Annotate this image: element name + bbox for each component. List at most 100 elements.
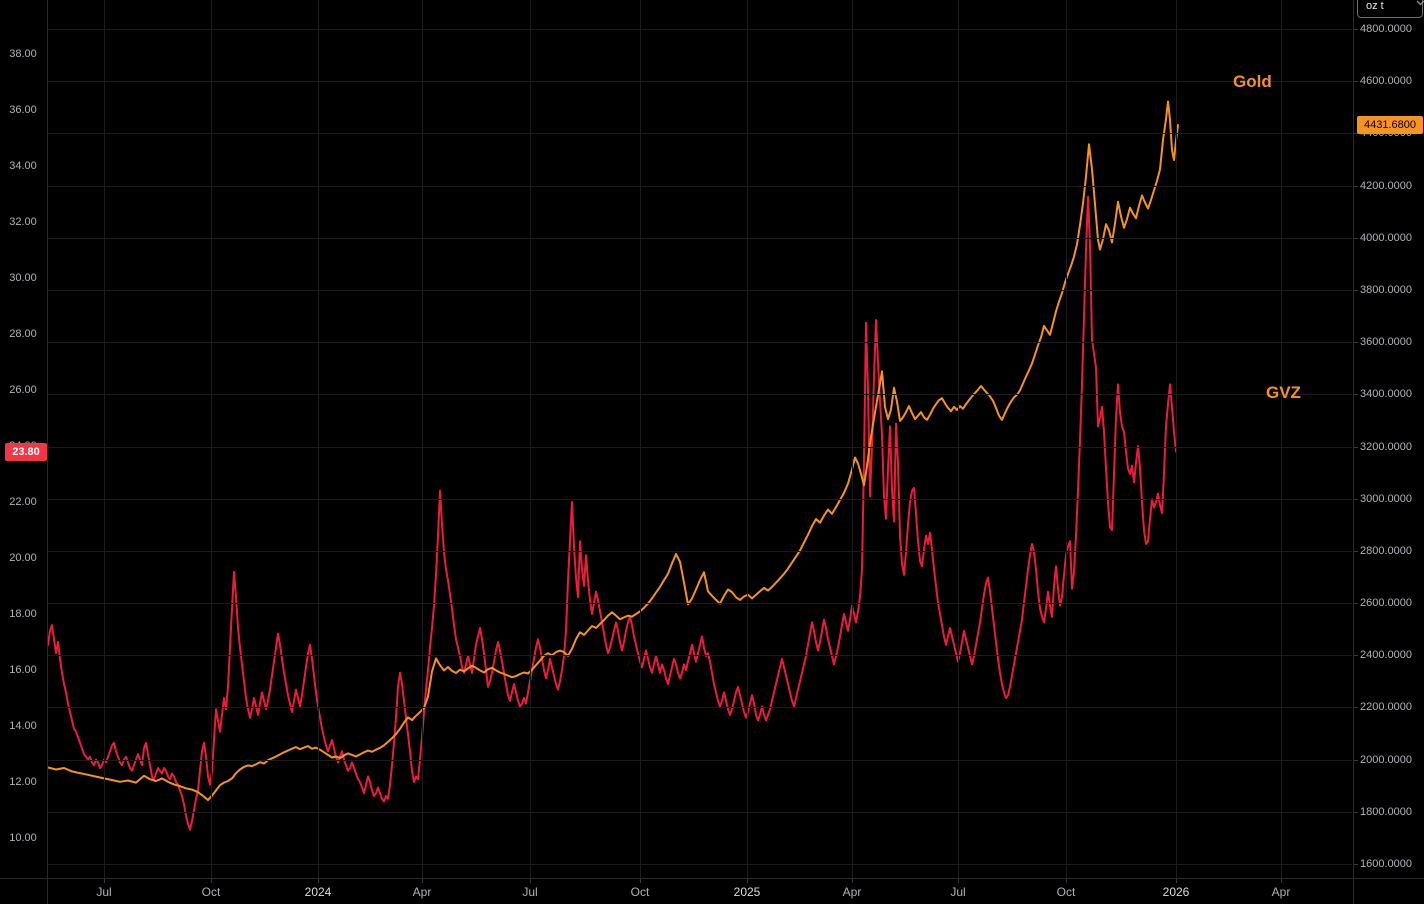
gridline-horizontal (48, 186, 1352, 187)
chart-canvas (48, 100, 1179, 831)
time-axis-tick (211, 879, 212, 883)
right-axis-tick (1354, 655, 1358, 656)
gridline-vertical (640, 0, 641, 878)
left-axis-label: 26.00 (9, 384, 37, 396)
gridline-vertical (1066, 0, 1067, 878)
gridline-vertical (104, 0, 105, 878)
right-axis-label: 2600.0000 (1360, 597, 1412, 609)
right-axis-tick (1354, 290, 1358, 291)
time-axis-label: Oct (630, 885, 650, 899)
unit-dropdown-value: oz t (1366, 0, 1384, 12)
right-axis-label: 2400.0000 (1360, 649, 1412, 661)
right-axis-label: 3800.0000 (1360, 284, 1412, 296)
gridline-vertical (747, 0, 748, 878)
left-axis-label: 14.00 (9, 720, 37, 732)
gridline-horizontal (48, 760, 1352, 761)
time-axis[interactable]: Z A JulOct2024AprJulOct2025AprJulOct2026… (0, 878, 1424, 904)
time-axis-label: Jul (950, 885, 966, 899)
right-axis-tick (1354, 864, 1358, 865)
time-axis-tick (747, 879, 748, 883)
gridline-horizontal (48, 290, 1352, 291)
gridline-horizontal (48, 864, 1352, 865)
time-axis-label: Oct (201, 885, 221, 899)
left-axis-label: 20.00 (9, 552, 37, 564)
right-axis-label: 2000.0000 (1360, 754, 1412, 766)
gridline-horizontal (48, 499, 1352, 500)
gridline-horizontal (48, 551, 1352, 552)
time-axis-label: 2025 (733, 885, 761, 899)
right-axis-tick (1354, 342, 1358, 343)
right-axis-label: 3600.0000 (1360, 336, 1412, 348)
gridline-horizontal (48, 603, 1352, 604)
right-axis-tick (1354, 551, 1358, 552)
gridline-vertical (530, 0, 531, 878)
right-price-axis[interactable]: oz t 4431.6800 4800.00004600.00004400.00… (1353, 0, 1424, 904)
left-axis-label: 36.00 (9, 104, 37, 116)
gridline-vertical (852, 0, 853, 878)
right-axis-tick (1354, 499, 1358, 500)
time-axis-label: Oct (1056, 885, 1076, 899)
time-axis-tick (640, 879, 641, 883)
gridline-horizontal (48, 655, 1352, 656)
right-axis-tick (1354, 238, 1358, 239)
right-axis-tick (1354, 447, 1358, 448)
time-axis-tick (1066, 879, 1067, 883)
left-price-axis[interactable]: 23.80 38.00 36.00 34.00 32.00 30.00 28.00 26.0… (0, 0, 48, 904)
gridline-horizontal (48, 812, 1352, 813)
right-axis-label: 4200.0000 (1360, 180, 1412, 192)
gvz-series-label: GVZ (1266, 383, 1301, 402)
gold-series-label: Gold (1233, 72, 1272, 91)
left-axis-label: 28.00 (9, 328, 37, 340)
gold-price-badge: 4431.6800 (1357, 116, 1423, 134)
right-axis-label: 4800.0000 (1360, 23, 1412, 35)
right-axis-label: 3000.0000 (1360, 493, 1412, 505)
right-axis-tick (1354, 812, 1358, 813)
left-axis-label: 30.00 (9, 272, 37, 284)
time-axis-tick (1281, 879, 1282, 883)
time-axis-label: Apr (412, 885, 432, 899)
left-axis-label: 22.00 (9, 496, 37, 508)
time-axis-label: Apr (842, 885, 862, 899)
unit-dropdown[interactable]: oz t (1357, 0, 1424, 18)
gridline-horizontal (48, 447, 1352, 448)
left-axis-label: 18.00 (9, 608, 37, 620)
plot-area[interactable]: Gold GVZ (48, 0, 1352, 878)
right-axis-tick (1354, 186, 1358, 187)
left-axis-label: 38.00 (9, 48, 37, 60)
gvz-price-line[interactable] (48, 195, 1177, 831)
right-axis-tick (1354, 603, 1358, 604)
right-axis-tick (1354, 133, 1358, 134)
gridline-horizontal (48, 707, 1352, 708)
gridline-vertical (318, 0, 319, 878)
left-axis-label: 32.00 (9, 216, 37, 228)
gridline-vertical (1281, 0, 1282, 878)
right-axis-label: 1600.0000 (1360, 858, 1412, 870)
left-axis-label: 16.00 (9, 664, 37, 676)
right-axis-label: 4600.0000 (1360, 75, 1412, 87)
gridline-vertical (422, 0, 423, 878)
time-axis-tick (852, 879, 853, 883)
right-axis-label: 3400.0000 (1360, 388, 1412, 400)
time-axis-tick (422, 879, 423, 883)
right-axis-label: 3200.0000 (1360, 441, 1412, 453)
right-axis-tick (1354, 394, 1358, 395)
time-axis-label: Jul (96, 885, 112, 899)
gold-price-line[interactable] (48, 100, 1179, 802)
time-axis-label: Apr (1271, 885, 1291, 899)
right-axis-label: 1800.0000 (1360, 806, 1412, 818)
gridline-horizontal (48, 342, 1352, 343)
time-axis-label: Jul (522, 885, 538, 899)
right-axis-tick (1354, 760, 1358, 761)
gridline-horizontal (48, 81, 1352, 82)
time-axis-tick (104, 879, 105, 883)
time-axis-tick (318, 879, 319, 883)
gridline-horizontal (48, 133, 1352, 134)
time-axis-tick (1176, 879, 1177, 883)
time-axis-label: 2024 (304, 885, 332, 899)
gridline-horizontal (48, 394, 1352, 395)
time-axis-tick (530, 879, 531, 883)
gvz-price-badge: 23.80 (5, 443, 47, 461)
gridline-horizontal (48, 238, 1352, 239)
right-axis-label: 2200.0000 (1360, 701, 1412, 713)
